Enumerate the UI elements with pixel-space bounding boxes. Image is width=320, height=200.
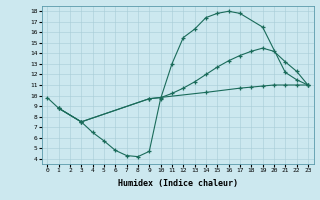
X-axis label: Humidex (Indice chaleur): Humidex (Indice chaleur) — [118, 179, 237, 188]
